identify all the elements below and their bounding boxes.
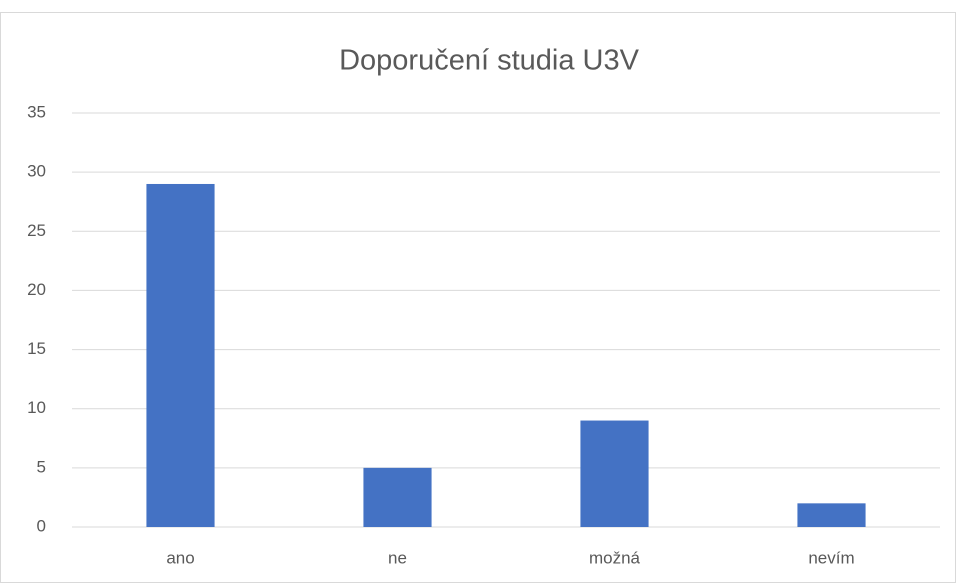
x-tick-label: možná: [589, 548, 641, 567]
x-tick-label: ano: [166, 548, 194, 567]
bar: [146, 183, 215, 527]
y-tick-label: 15: [27, 339, 46, 358]
chart-title: Doporučení studia U3V: [339, 45, 639, 77]
y-tick-label: 10: [27, 398, 46, 417]
bar: [580, 420, 649, 527]
y-tick-label: 35: [27, 102, 46, 121]
x-tick-label: ne: [388, 548, 407, 567]
y-tick-label: 0: [37, 516, 46, 535]
x-tick-label: nevím: [808, 548, 854, 567]
y-tick-label: 20: [27, 280, 46, 299]
y-tick-label: 5: [37, 457, 46, 476]
bar: [797, 503, 866, 527]
bar: [363, 467, 432, 527]
chart-border: [0, 12, 956, 583]
y-tick-label: 25: [27, 221, 46, 240]
y-tick-label: 30: [27, 162, 46, 181]
